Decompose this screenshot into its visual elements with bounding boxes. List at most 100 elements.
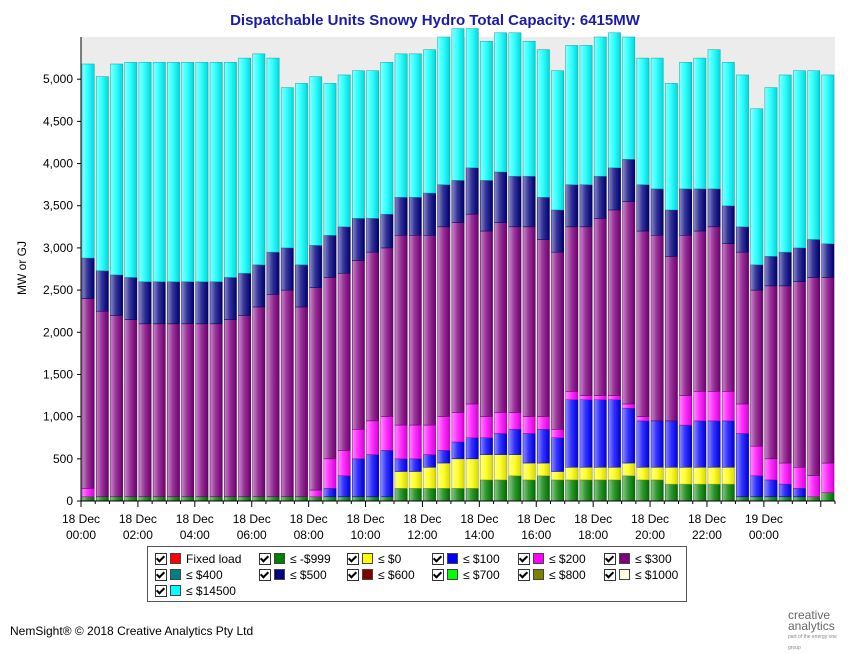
x-tick-label: 14:00 xyxy=(464,528,494,542)
legend-item[interactable]: ≤ $400 xyxy=(155,566,223,582)
legend-checkbox[interactable] xyxy=(155,584,167,597)
legend-checkbox[interactable] xyxy=(155,552,167,565)
bar-segment xyxy=(209,323,223,498)
bar-segment xyxy=(665,256,678,422)
bar-segment xyxy=(366,70,379,219)
legend-item[interactable]: ≤ $14500 xyxy=(155,582,236,598)
bar-segment xyxy=(224,319,237,498)
legend-item[interactable]: Fixed load xyxy=(155,550,241,566)
legend-swatch xyxy=(274,569,285,581)
bar-segment xyxy=(679,395,692,426)
legend-swatch xyxy=(447,569,458,581)
bar-segment xyxy=(593,479,607,502)
bar-segment xyxy=(750,475,764,498)
bar-segment xyxy=(195,496,209,502)
bar-segment xyxy=(224,277,237,320)
bar-segment xyxy=(579,226,593,396)
bar-segment xyxy=(665,83,678,211)
brand-logo: creative analytics part of the energy on… xyxy=(788,609,848,654)
legend-checkbox[interactable] xyxy=(155,568,167,581)
bar-segment xyxy=(764,87,778,257)
bar-segment xyxy=(793,70,806,249)
bar-segment xyxy=(508,475,522,502)
legend-checkbox[interactable] xyxy=(259,552,271,565)
bar-segment xyxy=(707,188,721,228)
legend-item[interactable]: ≤ $800 xyxy=(518,566,586,582)
bar-segment xyxy=(736,251,749,405)
legend-checkbox[interactable] xyxy=(347,568,359,581)
x-tick-label: 18 Dec xyxy=(517,512,555,526)
bar-segment xyxy=(565,467,579,481)
legend-swatch xyxy=(533,569,544,581)
bar-segment xyxy=(394,458,408,472)
bar-segment xyxy=(536,239,550,417)
bar-segment xyxy=(352,458,365,498)
legend-label: ≤ $300 xyxy=(635,551,672,566)
bar-segment xyxy=(622,159,636,202)
bar-segment xyxy=(423,467,436,489)
y-tick-label: 4,500 xyxy=(43,114,73,128)
legend-checkbox[interactable] xyxy=(432,568,444,581)
bar-segment xyxy=(565,391,579,401)
x-tick-label: 18 Dec xyxy=(62,512,100,526)
bar-segment xyxy=(565,226,579,392)
y-tick-label: 1,500 xyxy=(43,367,73,381)
y-tick-label: 2,500 xyxy=(43,283,73,297)
legend-checkbox[interactable] xyxy=(347,552,359,565)
bar-segment xyxy=(408,488,422,502)
legend-item[interactable]: ≤ $100 xyxy=(432,550,500,566)
legend-checkbox[interactable] xyxy=(518,568,530,581)
bar-segment xyxy=(636,420,650,468)
bar-segment xyxy=(451,412,465,443)
bar-segment xyxy=(451,222,465,413)
y-tick-label: 0 xyxy=(66,494,73,508)
bar-segment xyxy=(366,218,379,253)
legend-checkbox[interactable] xyxy=(604,552,616,565)
bar-segment xyxy=(337,226,351,274)
legend-label: ≤ $700 xyxy=(463,567,500,582)
legend-swatch xyxy=(533,553,544,565)
bar-segment xyxy=(750,496,764,502)
legend-swatch xyxy=(170,569,181,581)
legend-item[interactable]: ≤ $200 xyxy=(518,550,586,566)
legend-checkbox[interactable] xyxy=(604,568,616,581)
legend-checkbox[interactable] xyxy=(259,568,271,581)
legend-checkbox[interactable] xyxy=(432,552,444,565)
bar-segment xyxy=(323,83,337,236)
bar-segment xyxy=(152,323,166,498)
bar-segment xyxy=(821,462,835,493)
legend-item[interactable]: ≤ $600 xyxy=(347,566,415,582)
legend-item[interactable]: ≤ $700 xyxy=(432,566,500,582)
bar-segment xyxy=(408,471,422,489)
bar-segment xyxy=(323,235,337,278)
bar-segment xyxy=(764,285,778,460)
bar-segment xyxy=(650,479,664,502)
bar-segment xyxy=(138,281,152,325)
bar-segment xyxy=(451,28,465,181)
legend-item[interactable]: ≤ $500 xyxy=(259,566,327,582)
bar-segment xyxy=(465,213,479,405)
bar-segment xyxy=(465,488,479,502)
bar-segment xyxy=(707,420,721,468)
bar-segment xyxy=(707,226,721,392)
bar-segment xyxy=(636,416,650,422)
x-tick-label: 18 Dec xyxy=(347,512,385,526)
bar-segment xyxy=(721,467,735,485)
bar-segment xyxy=(152,62,166,282)
bar-segment xyxy=(764,496,778,502)
legend-item[interactable]: ≤ $0 xyxy=(347,550,401,566)
bar-segment xyxy=(551,437,564,472)
legend-item[interactable]: ≤ $300 xyxy=(604,550,672,566)
bar-segment xyxy=(224,496,237,502)
bar-segment xyxy=(124,496,138,502)
bar-segment xyxy=(636,467,650,481)
legend-item[interactable]: ≤ -$999 xyxy=(259,550,331,566)
bar-segment xyxy=(522,479,536,502)
bar-segment xyxy=(608,209,621,396)
legend-checkbox[interactable] xyxy=(518,552,530,565)
bar-segment xyxy=(650,235,664,422)
bar-segment xyxy=(536,462,550,476)
bar-segment xyxy=(81,488,95,498)
legend-item[interactable]: ≤ $1000 xyxy=(604,566,678,582)
bar-segment xyxy=(665,467,678,485)
